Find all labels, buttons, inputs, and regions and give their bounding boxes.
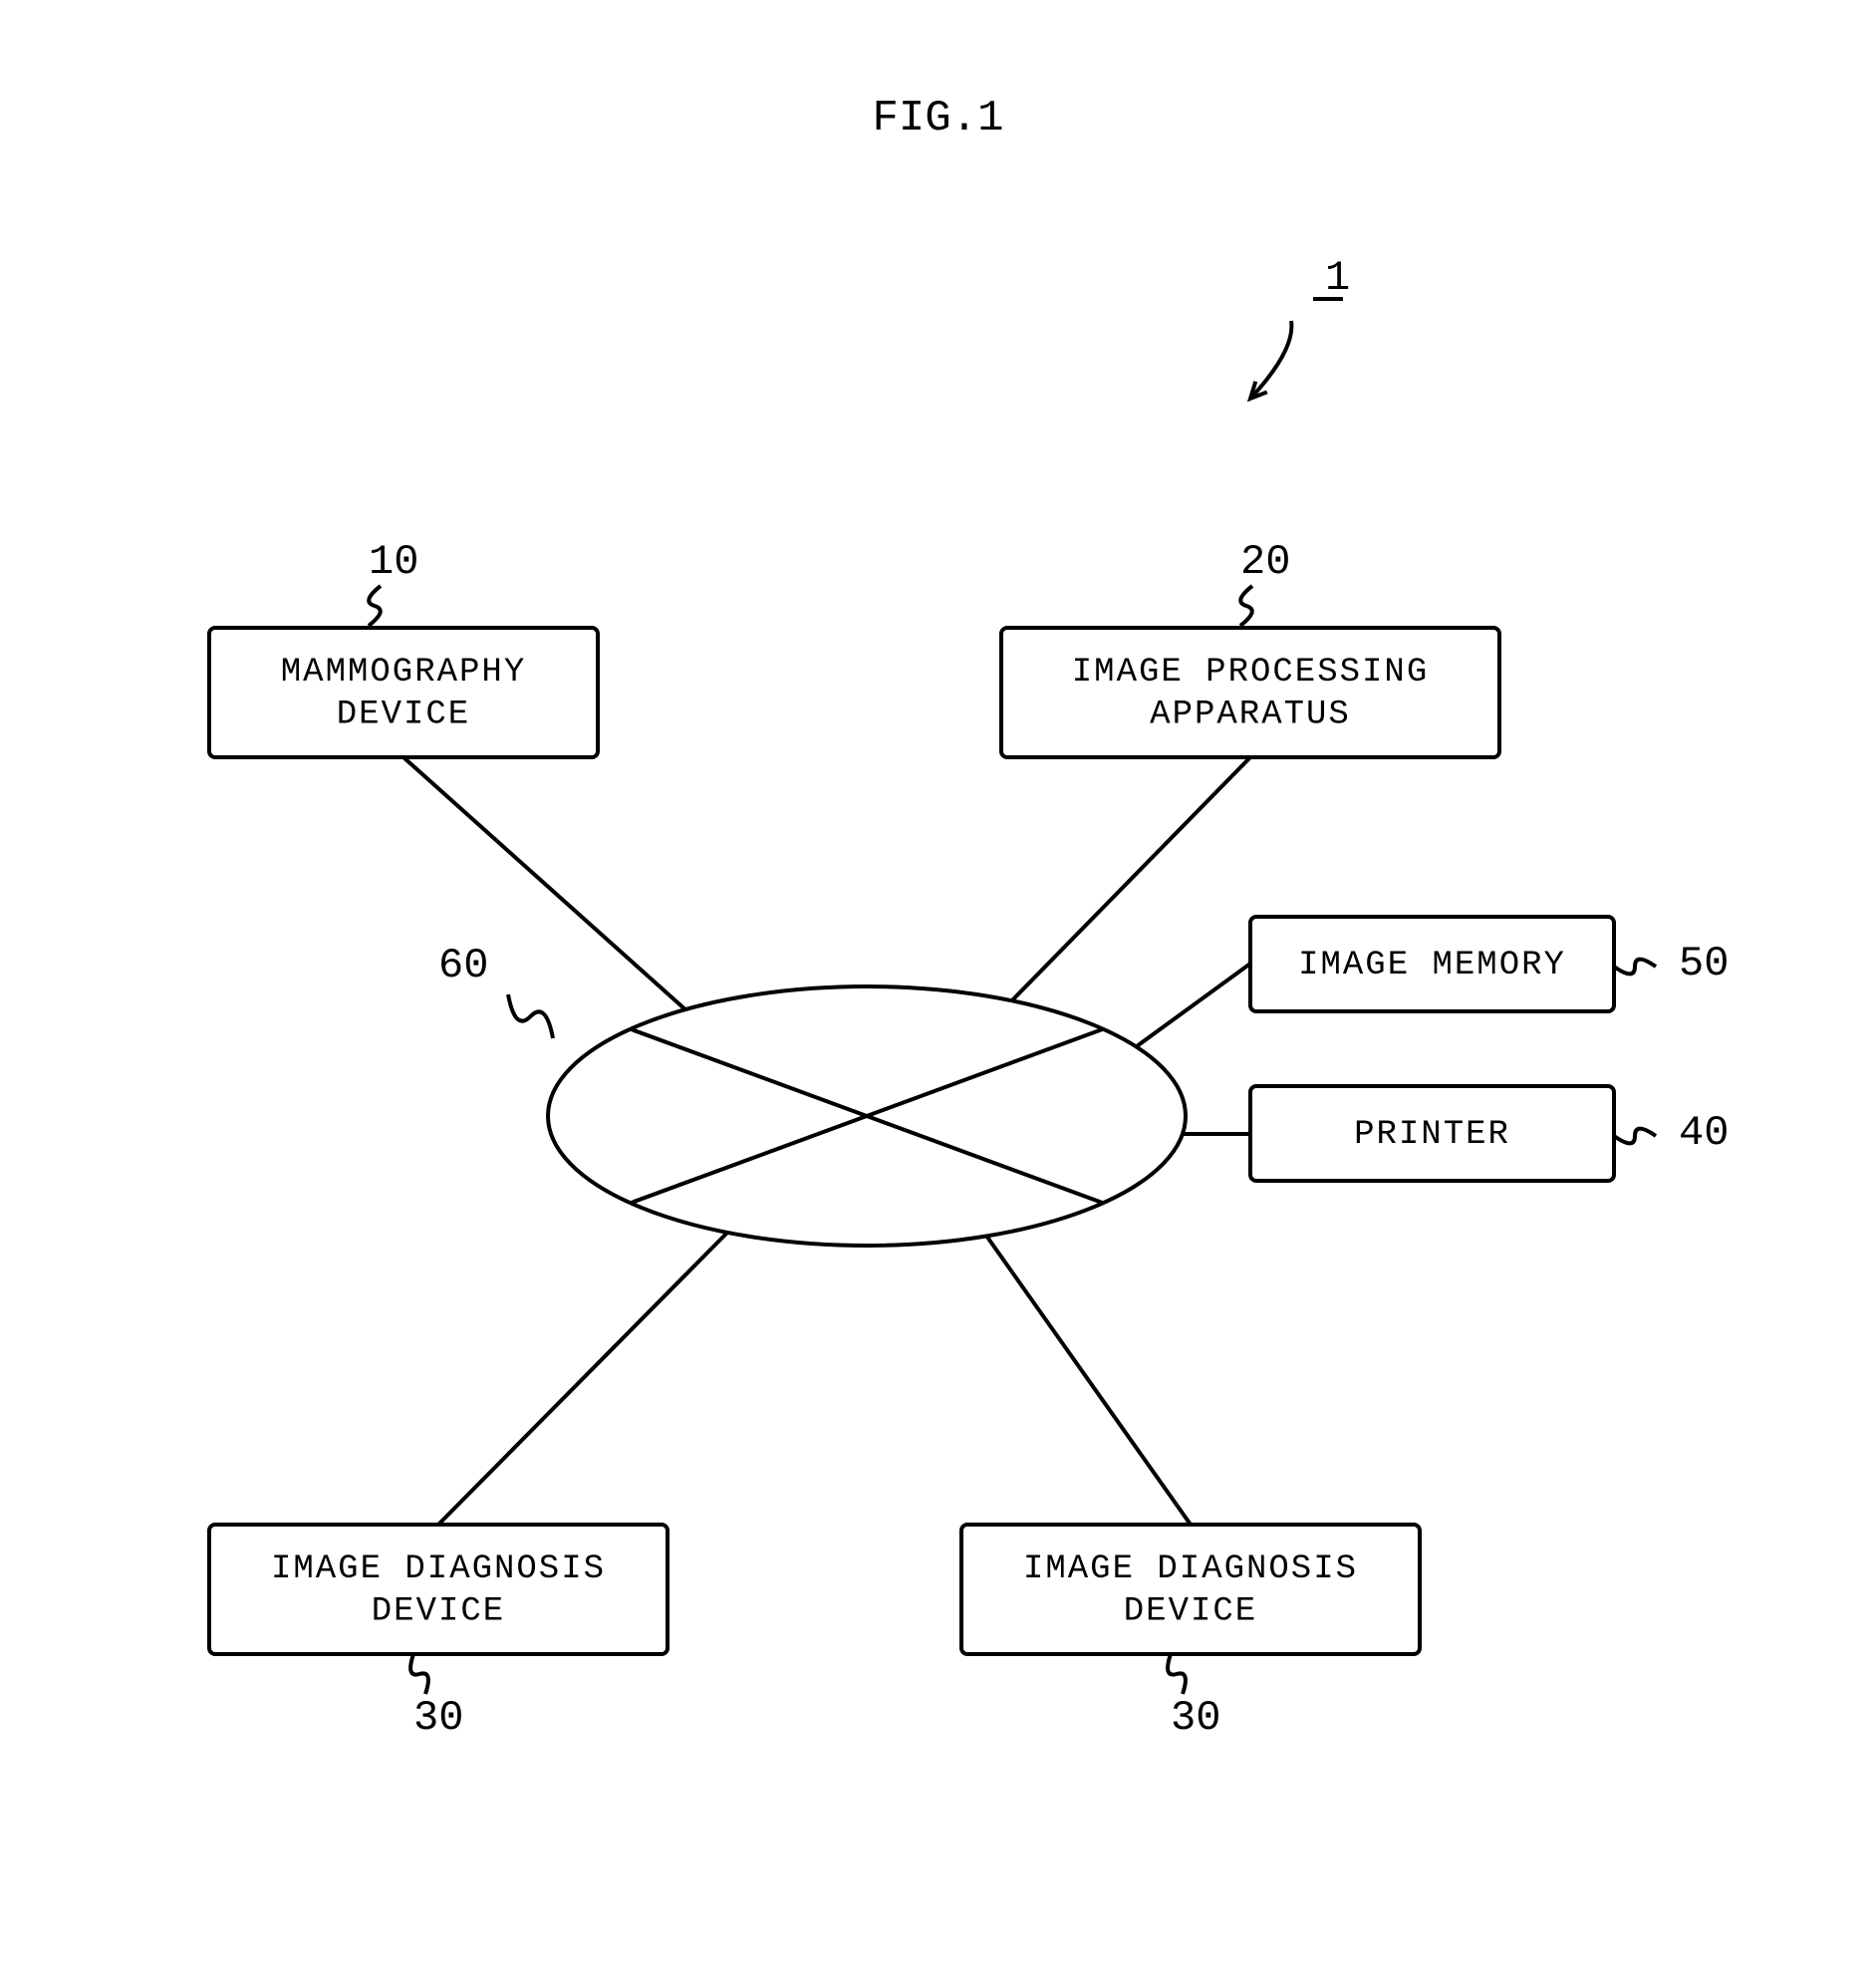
box-image-memory-text-line-0: IMAGE MEMORY [1298, 947, 1566, 984]
box-image-diagnosis-left-text-line-1: DEVICE [372, 1593, 505, 1631]
edge-image-memory [1126, 964, 1250, 1054]
box-image-diagnosis-left [209, 1525, 668, 1654]
box-mammography-text-line-1: DEVICE [337, 697, 470, 734]
box-image-processing-text-line-1: APPARATUS [1150, 697, 1351, 734]
figure-title: FIG.1 [872, 94, 1003, 143]
label-image-processing: 20 [1240, 538, 1290, 586]
box-image-diagnosis-right-text-line-1: DEVICE [1124, 1593, 1257, 1631]
label-lead-mammography [369, 586, 381, 626]
box-image-diagnosis-right [961, 1525, 1420, 1654]
box-printer-text-line-0: PRINTER [1354, 1116, 1510, 1154]
box-image-processing [1001, 628, 1499, 757]
box-image-diagnosis-right-text-line-0: IMAGE DIAGNOSIS [1023, 1550, 1358, 1588]
edge-image-diagnosis-right [986, 1236, 1191, 1525]
hub-label-lead [508, 994, 553, 1038]
label-image-diagnosis-right: 30 [1171, 1694, 1220, 1742]
label-lead-printer [1614, 1129, 1656, 1144]
label-lead-image-diagnosis-right [1168, 1654, 1186, 1694]
box-mammography [209, 628, 598, 757]
system-label: 1 [1325, 254, 1350, 302]
label-printer: 40 [1679, 1109, 1729, 1157]
label-lead-image-processing [1240, 586, 1252, 626]
label-lead-image-memory [1614, 960, 1656, 975]
box-image-diagnosis-left-text-line-0: IMAGE DIAGNOSIS [271, 1550, 606, 1588]
hub-label: 60 [438, 942, 488, 989]
label-mammography: 10 [369, 538, 418, 586]
box-image-processing-text-line-0: IMAGE PROCESSING [1072, 654, 1429, 692]
system-label-arrow-shaft [1250, 321, 1291, 399]
label-image-diagnosis-left: 30 [413, 1694, 463, 1742]
label-image-memory: 50 [1679, 940, 1729, 987]
label-lead-image-diagnosis-left [410, 1654, 428, 1694]
box-mammography-text-line-0: MAMMOGRAPHY [281, 654, 526, 692]
edge-image-processing [1006, 757, 1250, 1006]
edge-image-diagnosis-left [438, 1233, 727, 1525]
